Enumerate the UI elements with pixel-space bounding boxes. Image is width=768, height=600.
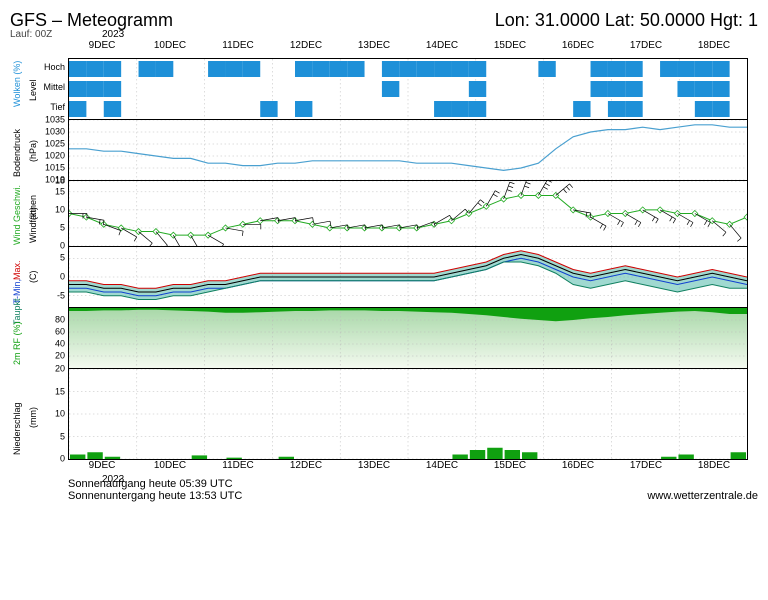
chart-footer: Sonnenaufgang heute 05:39 UTC Sonnenunte…	[68, 478, 758, 502]
xaxis-top: 2023 9DEC10DEC11DEC12DEC13DEC14DEC15DEC1…	[68, 40, 748, 54]
chart-header: GFS – Meteogramm Lon: 31.0000 Lat: 50.00…	[10, 10, 758, 31]
chart-title: GFS – Meteogramm	[10, 10, 173, 31]
xaxis-bottom: 2023 9DEC10DEC11DEC12DEC13DEC14DEC15DEC1…	[68, 460, 748, 474]
year-label-bottom: 2023	[102, 474, 124, 485]
credit-text: www.wetterzentrale.de	[647, 490, 758, 502]
meteogram-panels: Wolken (%)LevelHochMittelTiefBodendruck(…	[68, 58, 748, 460]
chart-location: Lon: 31.0000 Lat: 50.0000 Hgt: 1	[495, 10, 758, 31]
sunrise-text: Sonnenaufgang heute 05:39 UTC	[68, 478, 242, 490]
sunset-text: Sonnenuntergang heute 13:53 UTC	[68, 490, 242, 502]
year-label-top: 2023	[102, 29, 124, 40]
